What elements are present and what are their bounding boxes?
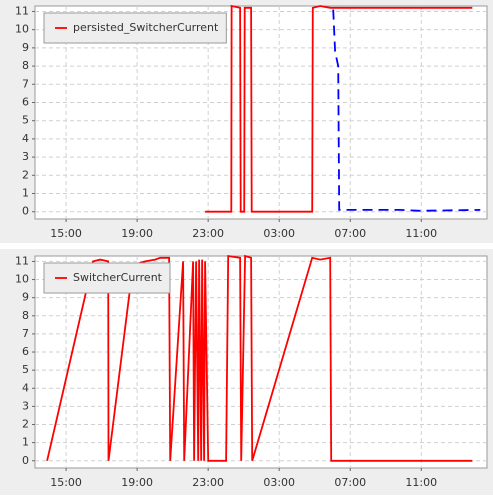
y-tick-label: 5 — [22, 363, 29, 376]
x-tick-label: 23:00 — [192, 227, 224, 240]
y-tick-label: 9 — [22, 291, 29, 304]
y-tick-label: 7 — [22, 77, 29, 90]
y-tick-label: 10 — [15, 273, 29, 286]
y-tick-label: 11 — [15, 4, 29, 17]
y-tick-label: 1 — [22, 187, 29, 200]
x-tick-label: 07:00 — [334, 227, 366, 240]
x-tick-label: 11:00 — [405, 227, 437, 240]
x-tick-label: 19:00 — [121, 476, 153, 489]
legend-label: persisted_SwitcherCurrent — [73, 21, 219, 34]
y-tick-label: 8 — [22, 309, 29, 322]
x-tick-label: 03:00 — [263, 476, 295, 489]
y-tick-label: 6 — [22, 95, 29, 108]
y-tick-label: 4 — [22, 132, 29, 145]
y-tick-label: 8 — [22, 59, 29, 72]
x-tick-label: 23:00 — [192, 476, 224, 489]
y-tick-label: 3 — [22, 399, 29, 412]
y-tick-label: 4 — [22, 381, 29, 394]
y-tick-label: 0 — [22, 454, 29, 467]
y-tick-label: 9 — [22, 41, 29, 54]
series-line — [205, 4, 473, 213]
series-line — [332, 9, 481, 212]
x-tick-label: 11:00 — [405, 476, 437, 489]
x-tick-label: 15:00 — [50, 476, 82, 489]
y-tick-label: 11 — [15, 254, 29, 267]
x-tick-label: 03:00 — [263, 227, 295, 240]
legend-label: SwitcherCurrent — [73, 271, 163, 284]
y-tick-label: 5 — [22, 114, 29, 127]
y-tick-label: 10 — [15, 23, 29, 36]
y-tick-label: 7 — [22, 327, 29, 340]
legend-box — [43, 12, 227, 44]
y-tick-label: 6 — [22, 345, 29, 358]
y-tick-label: 3 — [22, 150, 29, 163]
y-tick-label: 1 — [22, 436, 29, 449]
x-tick-label: 19:00 — [121, 227, 153, 240]
y-tick-label: 2 — [22, 168, 29, 181]
y-tick-label: 0 — [22, 205, 29, 218]
y-tick-label: 2 — [22, 418, 29, 431]
x-tick-label: 15:00 — [50, 227, 82, 240]
x-tick-label: 07:00 — [334, 476, 366, 489]
